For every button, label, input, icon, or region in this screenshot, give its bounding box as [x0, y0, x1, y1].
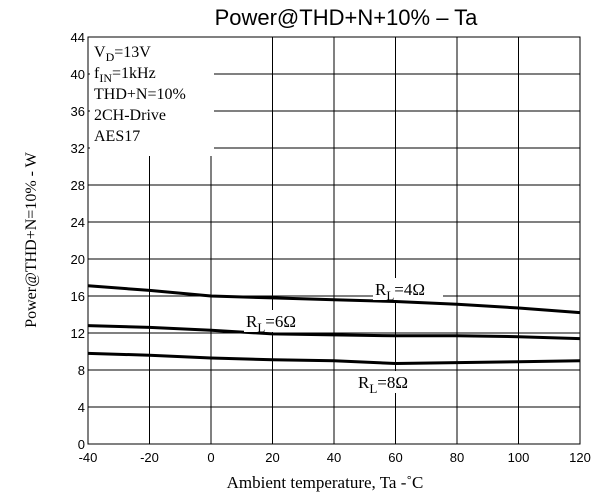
- series-label: RL=4Ω: [375, 280, 425, 303]
- y-tick-label: 40: [71, 67, 85, 82]
- series-line: [87, 284, 581, 315]
- x-tick-label: 40: [327, 450, 341, 465]
- y-tick-label: 44: [71, 30, 85, 45]
- series-label-bg: [356, 371, 426, 393]
- y-tick-label: 16: [71, 289, 85, 304]
- y-tick-label: 28: [71, 178, 85, 193]
- condition-line: AES17: [94, 128, 140, 145]
- series-label-bg: [373, 278, 443, 300]
- y-tick-label: 4: [78, 400, 85, 415]
- x-tick-label: 100: [508, 450, 530, 465]
- y-tick-label: 12: [71, 326, 85, 341]
- x-tick-label: 20: [265, 450, 279, 465]
- y-tick-label: 0: [78, 437, 85, 452]
- x-tick-label: -20: [140, 450, 159, 465]
- series-label: RL=8Ω: [358, 373, 408, 396]
- x-tick-label: 80: [450, 450, 464, 465]
- x-tick-label: -40: [79, 450, 98, 465]
- series-labels: RL=4Ω RL=6Ω RL=8Ω: [244, 278, 443, 396]
- series-line: [87, 324, 581, 341]
- series-layer: [87, 284, 581, 365]
- conditions-box: [90, 37, 214, 156]
- condition-line: VD=13V: [94, 44, 151, 64]
- y-tick-label: 8: [78, 363, 85, 378]
- series-line: [87, 351, 581, 365]
- x-tick-label: 0: [207, 450, 214, 465]
- y-tick-label: 32: [71, 141, 85, 156]
- series-label: RL=6Ω: [246, 312, 296, 335]
- condition-line: fIN=1kHz: [94, 65, 156, 85]
- y-axis-label: Power@THD+N=10% - W: [23, 151, 40, 327]
- condition-line: THD+N=10%: [94, 86, 186, 103]
- tick-labels: 0 4 8 12 16 20 24 28 32 36 40 44 -40 -20 0 20 40 60 80 100 1…: [71, 30, 591, 465]
- condition-line: 2CH-Drive: [94, 107, 166, 124]
- y-tick-label: 20: [71, 252, 85, 267]
- y-tick-label: 36: [71, 104, 85, 119]
- y-tick-label: 24: [71, 215, 85, 230]
- chart-title: Power@THD+N+10% – Ta: [215, 5, 479, 30]
- x-tick-label: 60: [388, 450, 402, 465]
- x-tick-label: 120: [569, 450, 591, 465]
- x-axis-label: Ambient temperature, Ta -˚C: [227, 473, 424, 492]
- series-label-bg: [244, 310, 314, 332]
- plot-frame: [87, 36, 581, 445]
